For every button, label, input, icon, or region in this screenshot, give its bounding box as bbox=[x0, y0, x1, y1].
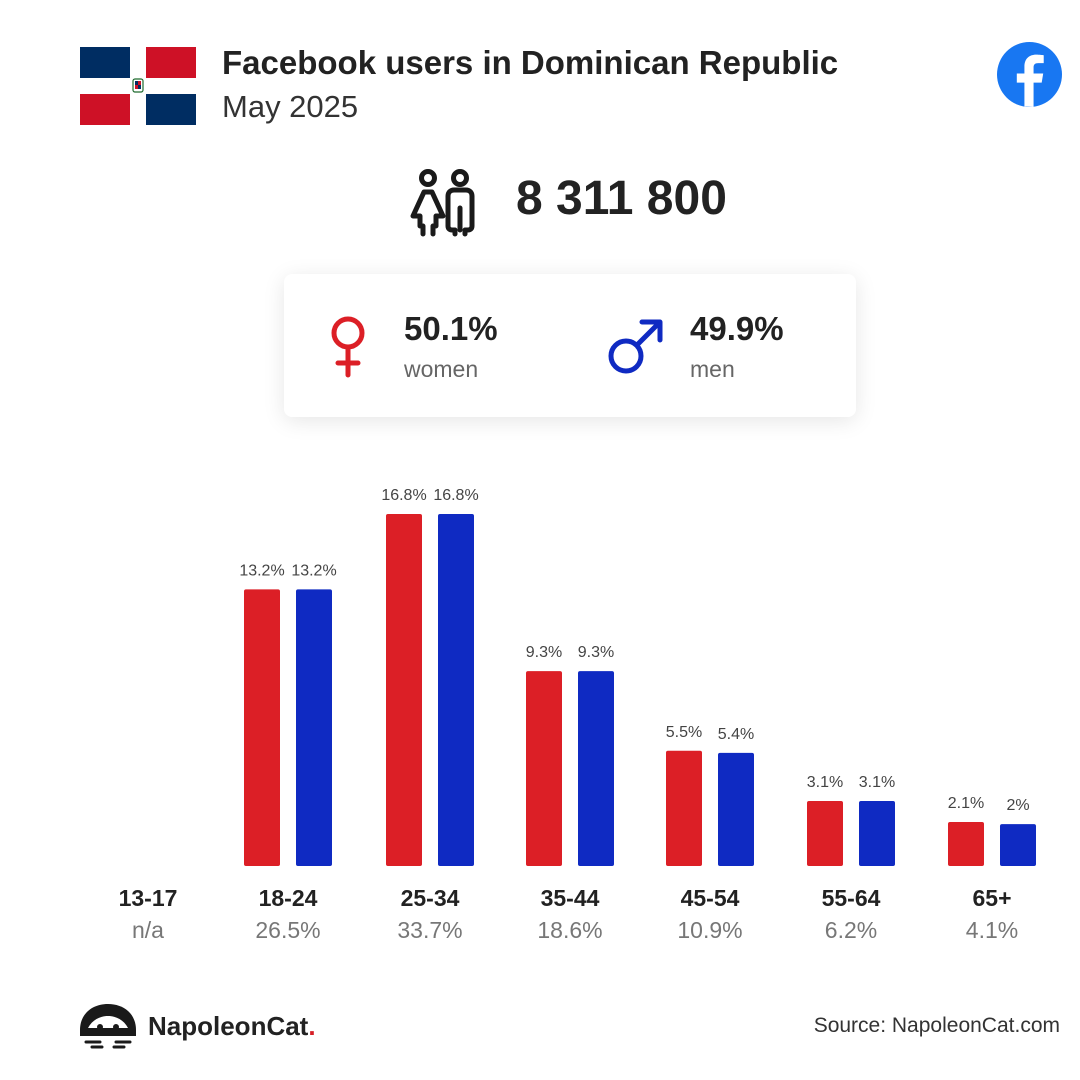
category-label-55-64: 55-64 bbox=[822, 885, 881, 911]
page-title: Facebook users in Dominican Republic bbox=[222, 44, 839, 81]
category-total-18-24: 26.5% bbox=[255, 917, 320, 943]
men-percentage: 49.9% bbox=[690, 310, 784, 347]
female-symbol-icon bbox=[331, 316, 365, 378]
data-label-men-45-54: 5.4% bbox=[718, 726, 754, 743]
data-label-men-25-34: 16.8% bbox=[433, 487, 478, 504]
brand-dot: . bbox=[308, 1011, 316, 1041]
data-label-women-45-54: 5.5% bbox=[666, 724, 702, 741]
data-label-men-65+: 2% bbox=[1006, 797, 1029, 814]
category-label-45-54: 45-54 bbox=[681, 885, 740, 911]
page-subtitle: May 2025 bbox=[222, 89, 359, 124]
bar-men-35-44 bbox=[578, 671, 614, 866]
category-label-25-34: 25-34 bbox=[401, 885, 460, 911]
bar-men-25-34 bbox=[438, 514, 474, 866]
bar-men-55-64 bbox=[859, 801, 895, 866]
data-label-women-35-44: 9.3% bbox=[526, 644, 562, 661]
bar-men-18-24 bbox=[296, 589, 332, 866]
category-total-45-54: 10.9% bbox=[677, 917, 742, 943]
brand-name: NapoleonCat. bbox=[148, 1011, 316, 1042]
category-total-35-44: 18.6% bbox=[537, 917, 602, 943]
data-label-women-25-34: 16.8% bbox=[381, 487, 426, 504]
category-label-13-17: 13-17 bbox=[119, 885, 178, 911]
bar-men-45-54 bbox=[718, 752, 754, 866]
category-label-65+: 65+ bbox=[972, 885, 1011, 911]
data-label-women-65+: 2.1% bbox=[948, 795, 984, 812]
bar-women-25-34 bbox=[386, 514, 422, 866]
male-symbol-icon bbox=[608, 319, 663, 374]
category-label-35-44: 35-44 bbox=[541, 885, 600, 911]
women-label: women bbox=[404, 356, 479, 382]
category-total-13-17: n/a bbox=[132, 917, 164, 943]
gender-split-card: 50.1% women 49.9% men bbox=[284, 274, 856, 417]
data-label-men-35-44: 9.3% bbox=[578, 644, 614, 661]
bar-women-55-64 bbox=[807, 801, 843, 866]
category-total-55-64: 6.2% bbox=[825, 917, 877, 943]
source-credit[interactable]: Source: NapoleonCat.com bbox=[813, 1014, 1060, 1037]
category-label-18-24: 18-24 bbox=[259, 885, 318, 911]
men-label: men bbox=[690, 356, 735, 382]
facebook-logo-icon[interactable] bbox=[997, 42, 1062, 107]
napoleoncat-logo-icon bbox=[80, 1004, 136, 1049]
bar-women-45-54 bbox=[666, 750, 702, 866]
data-label-women-55-64: 3.1% bbox=[807, 774, 843, 791]
bar-men-65+ bbox=[1000, 824, 1036, 866]
brand-text: NapoleonCat bbox=[148, 1011, 309, 1041]
category-total-65+: 4.1% bbox=[966, 917, 1018, 943]
data-label-men-18-24: 13.2% bbox=[291, 562, 336, 579]
bar-women-65+ bbox=[948, 822, 984, 866]
dominican-republic-flag-icon bbox=[80, 47, 196, 125]
total-users-value: 8 311 800 bbox=[516, 172, 727, 225]
category-total-25-34: 33.7% bbox=[397, 917, 462, 943]
women-percentage: 50.1% bbox=[404, 310, 498, 347]
data-label-men-55-64: 3.1% bbox=[859, 774, 895, 791]
bar-women-35-44 bbox=[526, 671, 562, 866]
users-icon bbox=[410, 169, 475, 237]
data-label-women-18-24: 13.2% bbox=[239, 562, 284, 579]
bar-women-18-24 bbox=[244, 589, 280, 866]
